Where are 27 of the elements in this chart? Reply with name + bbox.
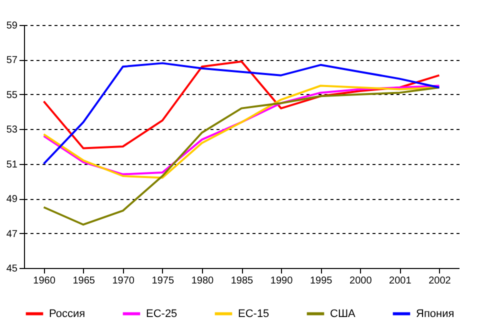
y-tick-label: 57 <box>6 55 18 66</box>
x-tick-label: 1960 <box>33 276 56 286</box>
y-tick-label: 45 <box>6 264 18 274</box>
x-tick-label: 2002 <box>428 276 452 286</box>
x-tick-label: 1965 <box>72 276 96 286</box>
x-tick-label: 1980 <box>191 276 214 286</box>
x-tick-label: 1975 <box>152 276 174 286</box>
legend-label: Япония <box>416 308 454 320</box>
y-tick-label: 53 <box>6 124 18 136</box>
legend-label: Россия <box>49 308 86 320</box>
line-series <box>42 62 440 165</box>
x-tick-label: 1990 <box>270 276 294 286</box>
x-tick-label: 2000 <box>350 276 372 286</box>
legend-label: ЕС-25 <box>146 308 178 320</box>
line-series <box>42 60 440 150</box>
y-tick-label: 59 <box>6 20 18 32</box>
y-tick-label: 47 <box>6 228 18 240</box>
y-tick-label: 51 <box>6 159 18 170</box>
line-series <box>42 86 440 226</box>
x-tick-label: 1970 <box>112 276 135 286</box>
x-tick-label: 1985 <box>230 276 254 286</box>
x-tick-label: 1995 <box>310 276 333 286</box>
y-tick-label: 49 <box>6 194 18 206</box>
legend-label: США <box>330 308 356 320</box>
x-tick-label: 2001 <box>389 276 412 286</box>
legend-label: ЕС-15 <box>238 308 270 320</box>
y-tick-label: 55 <box>6 90 18 101</box>
